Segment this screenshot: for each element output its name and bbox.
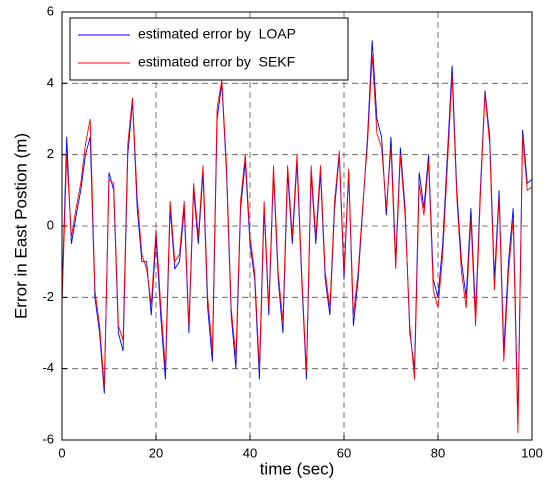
plot-frame xyxy=(61,11,533,441)
legend-label: estimated error by SEKF xyxy=(138,54,295,70)
x-tick-label: 40 xyxy=(243,445,257,460)
x-tick-label: 80 xyxy=(431,445,445,460)
x-axis-label: time (sec) xyxy=(260,459,335,478)
data-line xyxy=(61,54,533,433)
legend-label: estimated error by LOAP xyxy=(138,26,296,42)
x-tick-label: 60 xyxy=(337,445,351,460)
y-tick-label: 6 xyxy=(47,3,54,18)
y-axis-label: Error in East Postion (m) xyxy=(11,133,30,319)
x-tick-label: 20 xyxy=(149,445,163,460)
y-tick-label: -2 xyxy=(42,289,54,304)
y-tick-label: -4 xyxy=(42,360,54,375)
x-tick-label: 100 xyxy=(521,445,543,460)
y-tick-label: 0 xyxy=(47,217,54,232)
y-tick-label: -6 xyxy=(42,431,54,446)
y-tick-label: 2 xyxy=(47,146,54,161)
x-tick-label: 0 xyxy=(58,445,65,460)
y-tick-label: 4 xyxy=(47,75,54,90)
legend-box xyxy=(69,17,349,81)
